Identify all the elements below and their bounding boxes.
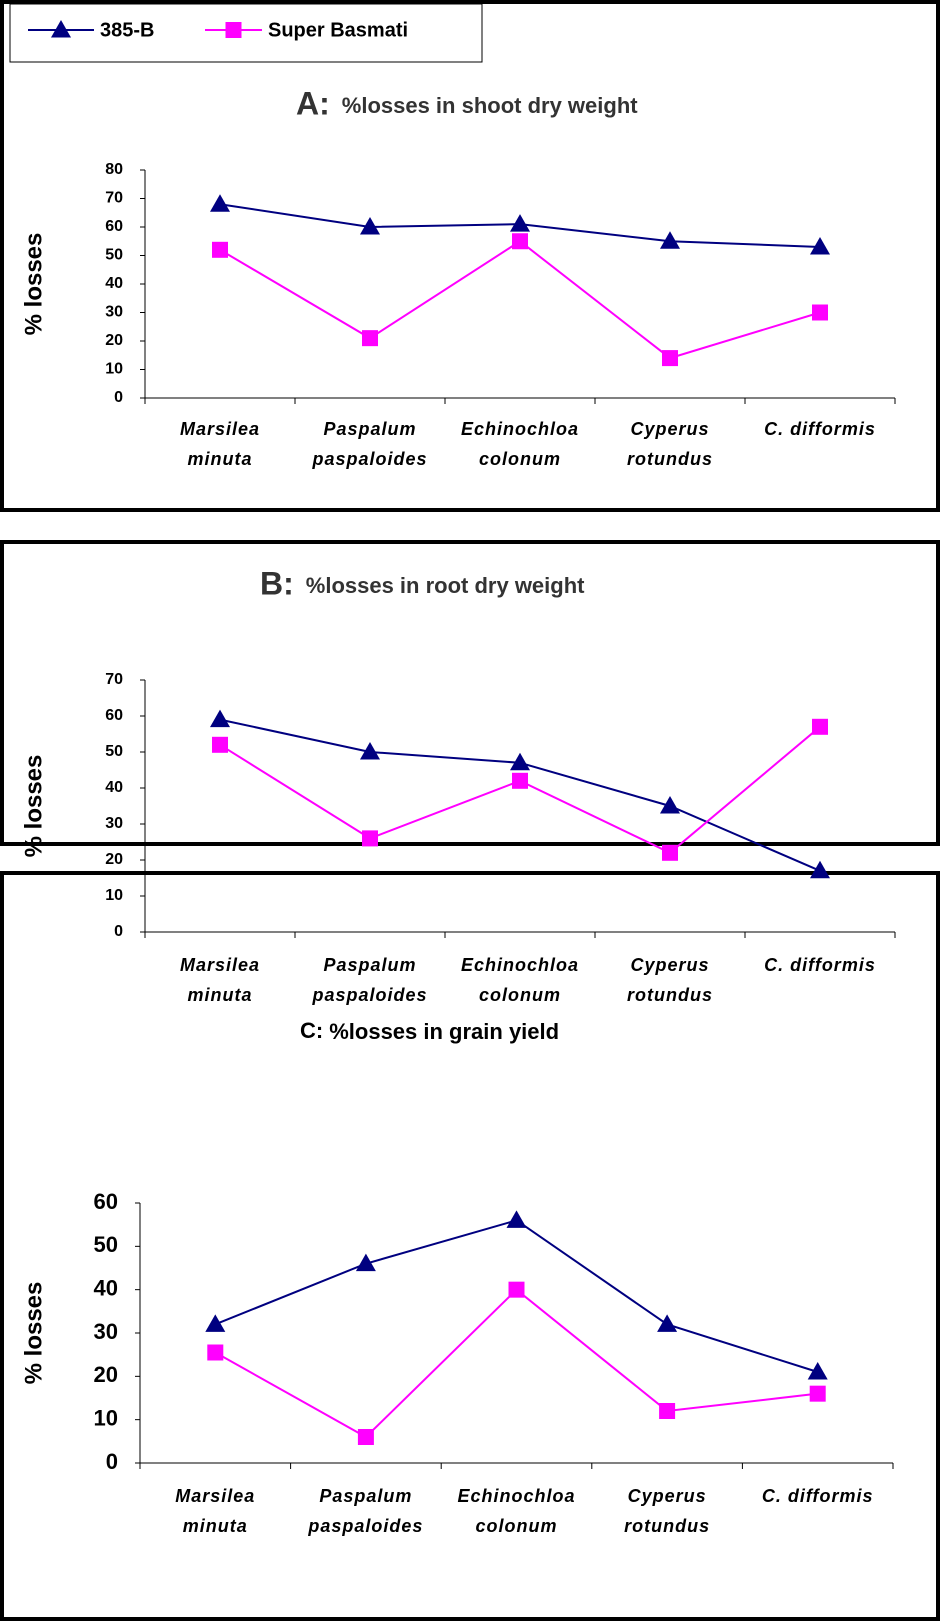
marker-square xyxy=(512,233,528,250)
legend-label: 385-B xyxy=(100,19,154,41)
marker-triangle xyxy=(210,194,230,212)
y-axis-label: % losses xyxy=(20,755,47,858)
x-tick-label: Marsilea minuta xyxy=(180,955,260,1005)
y-tick-label: 50 xyxy=(105,743,123,760)
marker-square xyxy=(508,1281,525,1298)
chart-title: %losses in grain yield xyxy=(329,1019,559,1044)
marker-triangle xyxy=(205,1314,226,1332)
y-tick-label: 20 xyxy=(105,332,123,349)
y-tick-label: 0 xyxy=(106,1449,118,1474)
panel-border xyxy=(0,540,940,846)
x-tick-label: Echinochloa colonum xyxy=(457,1486,575,1536)
marker-square xyxy=(512,772,528,789)
chart: C: %losses in grain yield % losses 0 10 20 30 4… xyxy=(20,1018,894,1536)
y-tick-label: 40 xyxy=(94,1275,118,1300)
panel-border xyxy=(0,0,940,512)
series-line xyxy=(214,1288,818,1439)
chart: A: %losses in shoot dry weight % losses 0 10… xyxy=(20,85,896,469)
marker-square xyxy=(212,736,228,753)
x-tick-label: Echinochloa colonum xyxy=(461,419,579,469)
marker-square xyxy=(362,830,378,847)
chart: B: %losses in root dry weight % losses 0 10 2… xyxy=(20,565,896,1005)
y-tick-label: 20 xyxy=(105,851,123,868)
x-tick-label: Echinochloa colonum xyxy=(461,955,579,1005)
x-tick-label: Marsilea minuta xyxy=(180,419,260,469)
y-tick-label: 0 xyxy=(114,923,123,940)
legend-box xyxy=(9,3,483,63)
y-tick-label: 30 xyxy=(105,304,123,321)
x-tick-label: Paspalum paspaloides xyxy=(311,955,427,1005)
marker-square xyxy=(212,241,228,258)
x-tick-label: Paspalum paspaloides xyxy=(311,419,427,469)
marker-triangle xyxy=(51,20,71,38)
y-tick-label: 10 xyxy=(94,1405,118,1430)
x-tick-label: Cyperus rotundus xyxy=(624,1486,710,1536)
y-tick-label: 30 xyxy=(105,815,123,832)
marker-square xyxy=(812,304,828,321)
legend-label: Super Basmati xyxy=(268,19,408,41)
chart-title: %losses in root dry weight xyxy=(306,573,585,598)
y-tick-label: 10 xyxy=(105,887,123,904)
x-tick-label: Marsilea minuta xyxy=(175,1486,255,1536)
marker-triangle xyxy=(810,236,830,255)
marker-square xyxy=(812,718,828,735)
marker-triangle xyxy=(510,214,530,232)
x-tick-label: Paspalum paspaloides xyxy=(307,1486,423,1536)
y-tick-label: 70 xyxy=(105,671,123,688)
x-tick-label: C. difformis xyxy=(764,419,876,439)
marker-square xyxy=(207,1344,224,1361)
marker-square xyxy=(225,22,242,38)
x-tick-label: Cyperus rotundus xyxy=(627,955,713,1005)
y-tick-label: 60 xyxy=(94,1189,118,1214)
y-tick-label: 50 xyxy=(94,1232,118,1257)
x-tick-label: Cyperus rotundus xyxy=(627,419,713,469)
y-tick-label: 40 xyxy=(105,779,123,796)
x-tick-label: C. difformis xyxy=(764,955,876,975)
marker-triangle xyxy=(657,1314,678,1332)
marker-triangle xyxy=(510,752,530,771)
y-tick-label: 20 xyxy=(94,1362,118,1387)
marker-triangle xyxy=(210,709,230,728)
y-tick-label: 60 xyxy=(105,707,123,724)
marker-square xyxy=(809,1385,826,1402)
panel-label: A: xyxy=(296,85,330,121)
marker-square xyxy=(357,1429,374,1445)
marker-square xyxy=(659,1403,676,1419)
marker-triangle xyxy=(360,217,380,235)
marker-triangle xyxy=(506,1210,527,1228)
marker-triangle xyxy=(810,860,830,879)
series-line xyxy=(219,718,821,872)
y-tick-label: 80 xyxy=(105,161,123,178)
marker-triangle xyxy=(660,231,680,249)
panel-border xyxy=(0,871,940,1621)
series-line xyxy=(219,726,821,854)
panel-label: B: xyxy=(260,565,294,601)
y-axis-label: % losses xyxy=(20,1282,47,1385)
marker-triangle xyxy=(360,742,380,760)
y-tick-label: 40 xyxy=(105,275,123,292)
series-line xyxy=(219,240,821,360)
y-tick-label: 0 xyxy=(114,389,123,406)
x-tick-label: C. difformis xyxy=(762,1486,874,1506)
marker-square xyxy=(662,844,678,861)
y-tick-label: 30 xyxy=(94,1319,118,1344)
marker-square xyxy=(662,350,678,367)
y-tick-label: 10 xyxy=(105,361,123,378)
marker-triangle xyxy=(660,796,680,814)
y-tick-label: 50 xyxy=(105,247,123,264)
chart-title: %losses in shoot dry weight xyxy=(342,93,639,118)
marker-square xyxy=(362,330,378,347)
panel-label: C: xyxy=(300,1018,323,1043)
marker-triangle xyxy=(355,1253,376,1272)
y-tick-label: 60 xyxy=(105,218,123,235)
marker-triangle xyxy=(807,1362,828,1380)
y-axis-label: % losses xyxy=(20,233,47,336)
y-tick-label: 70 xyxy=(105,190,123,207)
